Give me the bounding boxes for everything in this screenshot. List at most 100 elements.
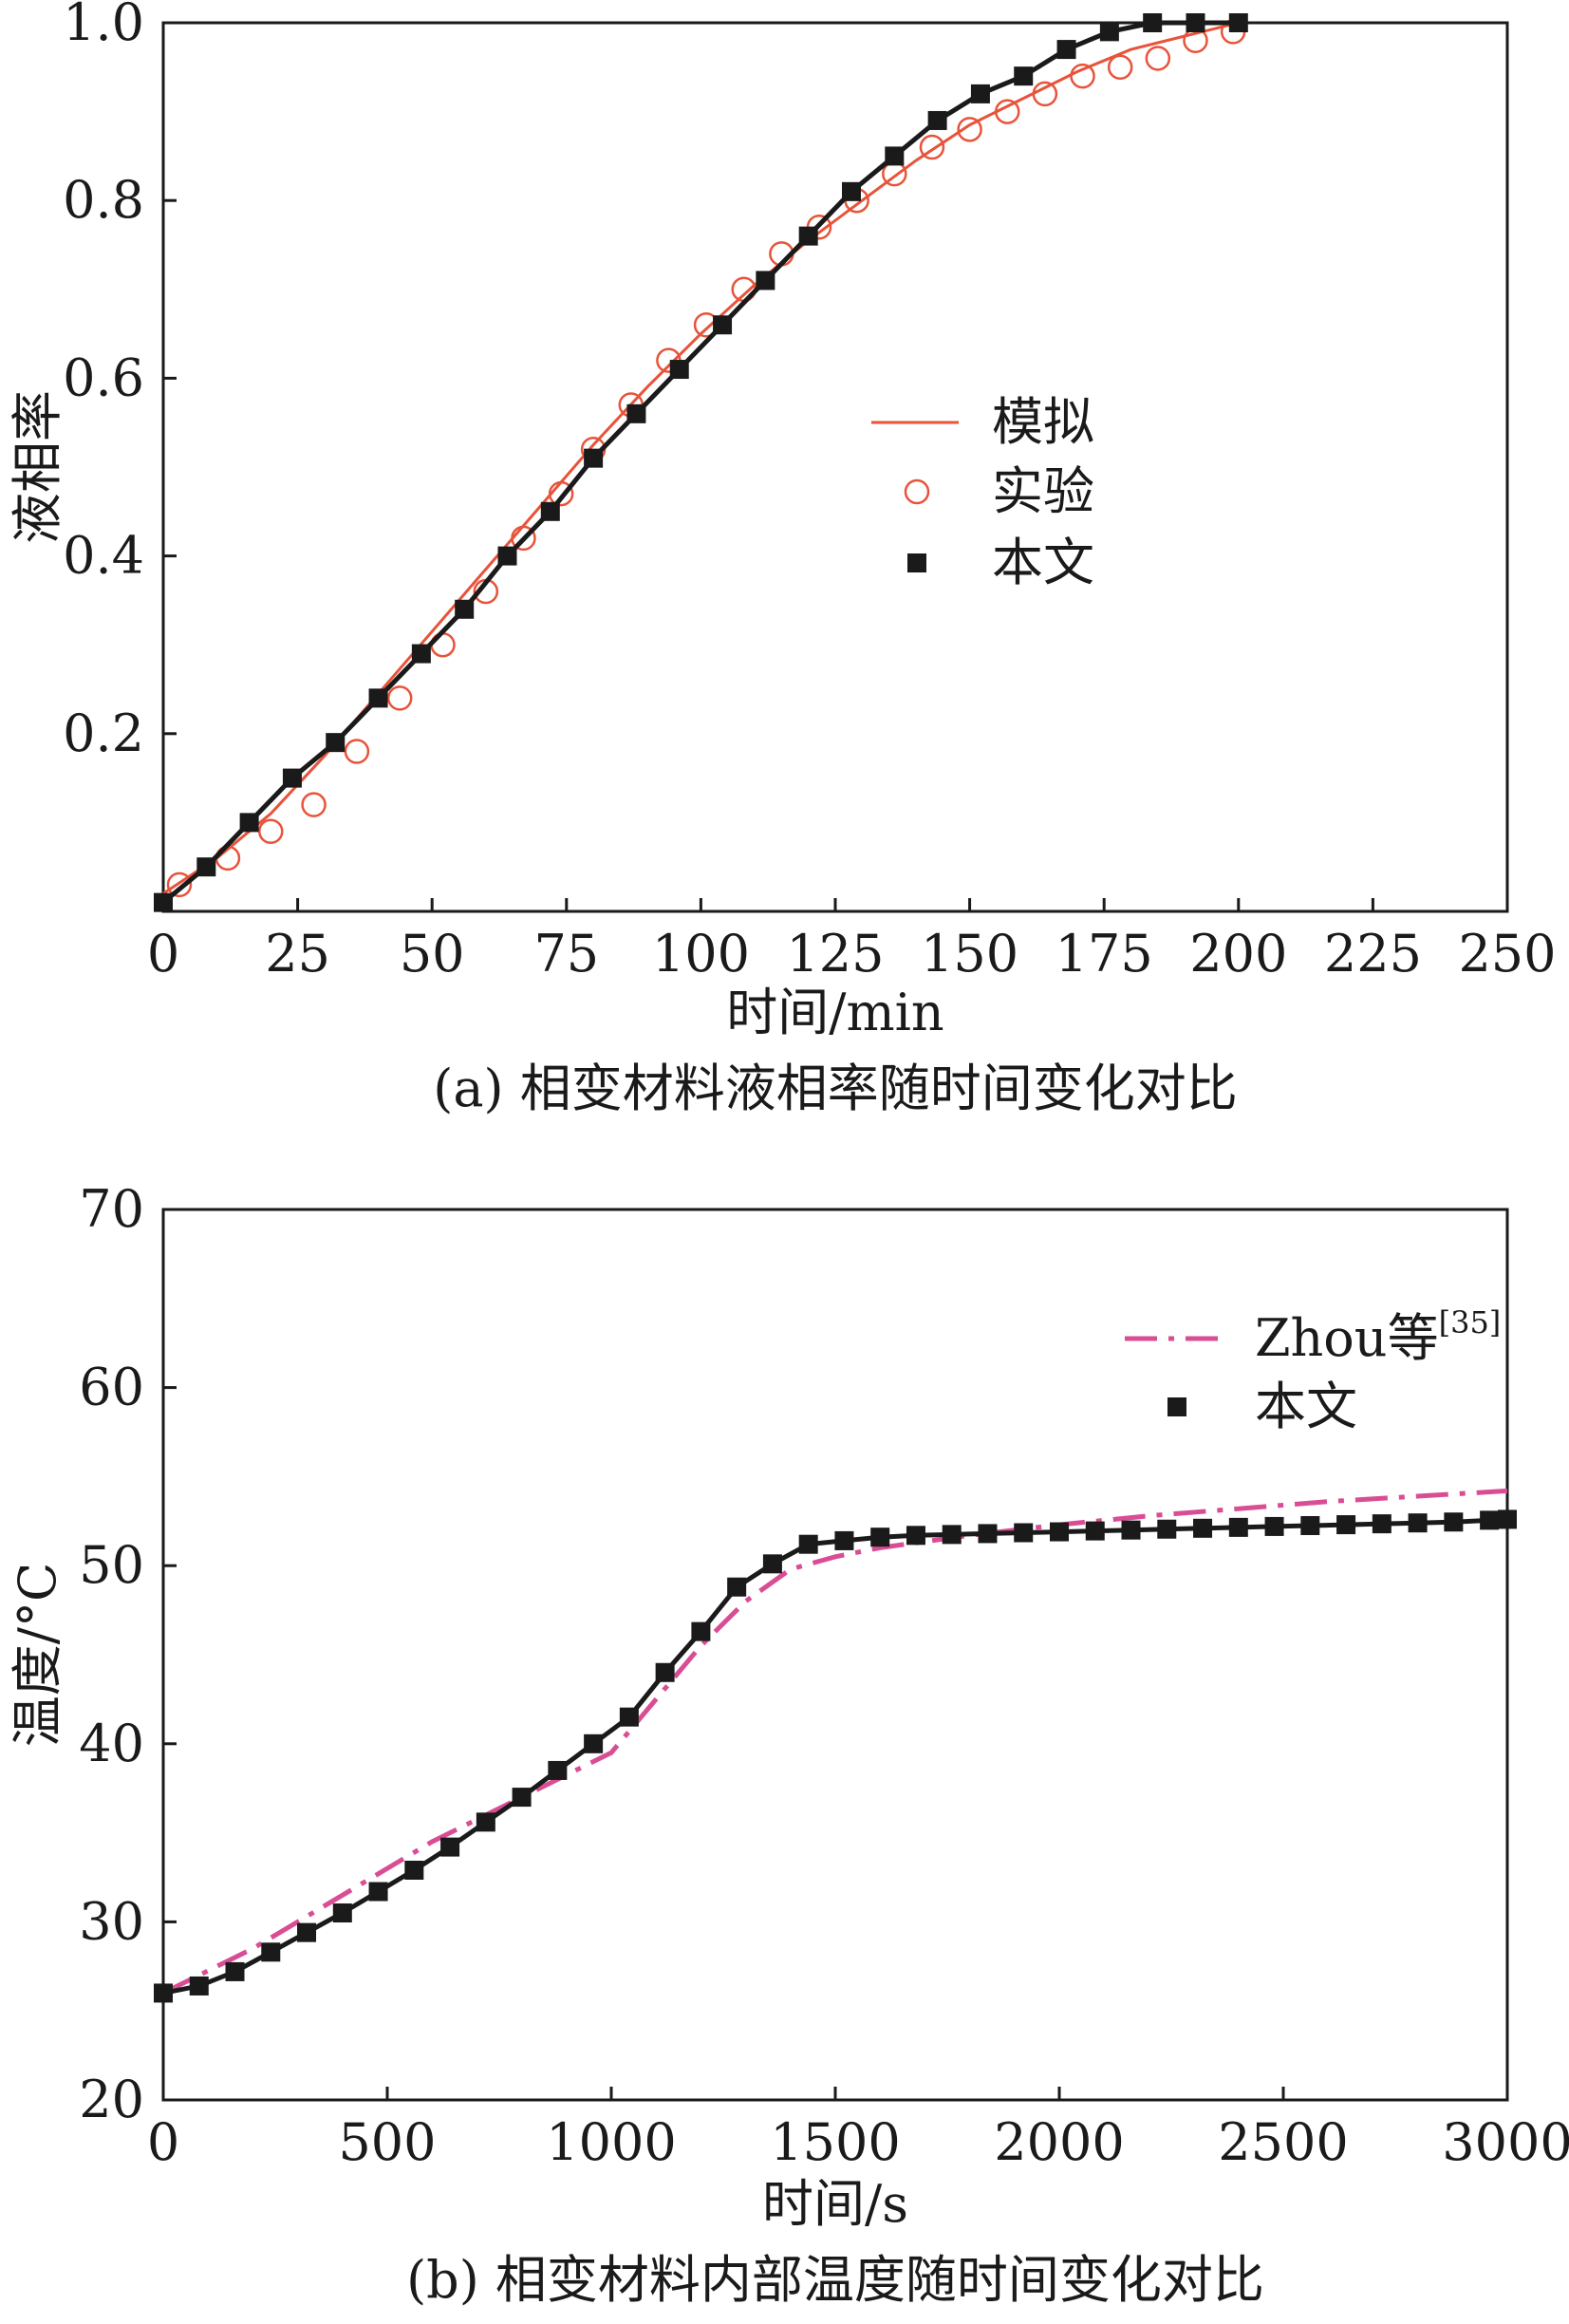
data-point-square: [727, 1577, 747, 1597]
x-tick-label: 150: [921, 924, 1018, 984]
data-point-square: [756, 271, 775, 290]
legend-label: Zhou等[35]: [1255, 1304, 1501, 1368]
data-point-square: [332, 1903, 352, 1923]
data-point-square: [619, 1707, 639, 1727]
data-point-square: [1193, 1518, 1213, 1538]
data-point-square: [440, 1837, 460, 1857]
data-point-square: [798, 1534, 818, 1554]
legend-label-superscript: [35]: [1439, 1304, 1502, 1340]
data-point-square: [841, 181, 861, 201]
series-line: [161, 1488, 1508, 1996]
data-point-square: [1480, 1510, 1500, 1530]
data-point-square: [1014, 66, 1034, 86]
data-point-square: [655, 1662, 675, 1682]
data-point-square: [584, 448, 604, 468]
data-point-square: [1498, 1509, 1517, 1529]
data-point-square: [154, 1983, 173, 2003]
data-point-square: [476, 1812, 495, 1832]
figure-caption: (b) 相变材料内部温度随时间变化对比: [406, 2250, 1264, 2310]
x-tick-label: 25: [265, 924, 330, 984]
data-point-square: [1157, 1519, 1177, 1539]
panel-a: 0 25 50 75 100 125 150 175 200 225 250 0.2 0.4 0.6 0.8…: [8, 0, 1557, 1118]
series-3: [154, 13, 1248, 912]
panel-b: 0 500 1000 1500 2000 2500 3000 20 30 40 50 60 70 时间/s…: [8, 1179, 1569, 2310]
data-point-square: [404, 1860, 424, 1880]
data-point-square: [906, 1526, 925, 1546]
legend-label-text: 模拟: [992, 392, 1094, 452]
data-point-square: [834, 1530, 854, 1550]
series-2: [166, 19, 1246, 898]
data-point-square: [540, 501, 560, 521]
legend-label: 模拟: [992, 392, 1094, 452]
y-tick-label: 40: [79, 1714, 144, 1773]
legend-label-text: 实验: [992, 461, 1094, 521]
legend-entry: 本文: [1167, 1377, 1357, 1436]
data-point-square: [368, 688, 388, 708]
data-point-square: [1228, 13, 1248, 32]
y-tick-label: 50: [79, 1535, 144, 1595]
data-point-square: [189, 1976, 209, 1996]
legend-entry: 模拟: [871, 392, 1094, 452]
x-tick-label: 500: [338, 2112, 436, 2172]
y-axis-title: 温度/°C: [8, 1563, 67, 1748]
y-tick-label: 60: [79, 1358, 144, 1417]
legend-swatch-square: [907, 553, 926, 572]
x-tick-label: 50: [400, 924, 465, 984]
data-point-square: [261, 1942, 281, 1962]
x-tick-label: 225: [1324, 924, 1422, 984]
data-point-square: [1228, 1517, 1248, 1537]
data-point-square: [1014, 1523, 1034, 1543]
data-point-square: [1056, 40, 1076, 60]
data-point-square: [1372, 1514, 1392, 1534]
legend-label-text: 本文: [1255, 1377, 1357, 1436]
y-tick-label: 0.2: [63, 703, 144, 763]
data-point-square: [762, 1554, 782, 1574]
plot-frame: [161, 21, 1509, 913]
data-point-square: [196, 857, 216, 877]
data-point-square: [239, 813, 259, 833]
data-point-square: [411, 644, 431, 664]
data-point-square: [512, 1788, 532, 1808]
data-point-square: [297, 1922, 317, 1942]
data-point-circle: [882, 160, 907, 187]
legend-swatch-circle: [904, 478, 930, 505]
data-point-square: [225, 1961, 245, 1981]
y-tick-label: 70: [79, 1179, 144, 1239]
data-point-circle: [166, 872, 193, 898]
data-point-square: [669, 360, 689, 380]
series-1: [161, 1488, 1508, 1996]
data-point-square: [1336, 1515, 1356, 1535]
legend-label: 本文: [1255, 1377, 1357, 1436]
data-point-square: [368, 1882, 388, 1902]
data-point-square: [282, 768, 302, 788]
x-tick-label: 0: [147, 2112, 179, 2172]
x-tick-label: 2500: [1218, 2112, 1348, 2172]
data-point-square: [885, 146, 905, 166]
series-line: [162, 1516, 1508, 1996]
data-point-square: [1264, 1516, 1284, 1536]
data-point-square: [626, 403, 646, 423]
legend-entry: 实验: [904, 461, 1094, 521]
data-point-square: [713, 315, 733, 335]
x-tick-label: 1000: [546, 2112, 676, 2172]
x-tick-label: 2000: [994, 2112, 1124, 2172]
legend-label-text: 本文: [992, 533, 1094, 592]
data-point-circle: [919, 134, 945, 160]
y-tick-label: 20: [79, 2070, 144, 2129]
legend-entry: Zhou等[35]: [1125, 1304, 1501, 1368]
data-point-square: [870, 1527, 890, 1547]
data-point-square: [1186, 13, 1205, 32]
data-point-circle: [511, 525, 536, 552]
data-point-circle: [386, 685, 413, 711]
figure-caption: (a) 相变材料液相率随时间变化对比: [433, 1059, 1238, 1118]
x-tick-label: 1500: [770, 2112, 900, 2172]
data-point-square: [978, 1524, 998, 1544]
y-tick-label: 1.0: [63, 0, 144, 52]
legend-swatch-square: [1167, 1397, 1186, 1416]
data-point-circle: [1107, 54, 1133, 81]
data-point-square: [326, 733, 346, 753]
x-tick-label: 200: [1189, 924, 1287, 984]
legend-label: 本文: [992, 533, 1094, 592]
data-point-square: [798, 226, 818, 246]
